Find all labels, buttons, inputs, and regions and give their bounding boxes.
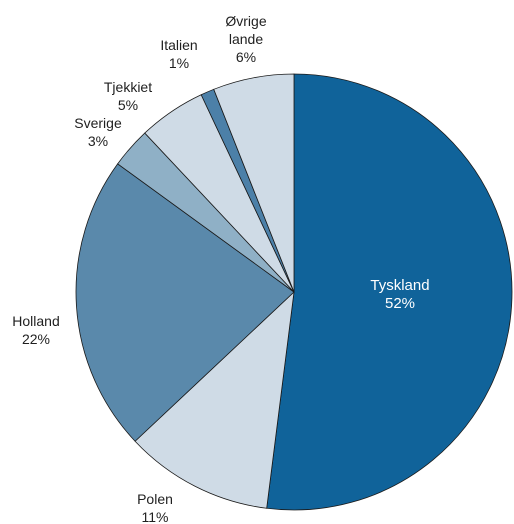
slice-polen	[134, 290, 295, 509]
label-tjekkiet: Tjekkiet 5%	[104, 79, 152, 113]
label-tyskland: Tyskland 52%	[370, 277, 429, 312]
label-polen: Polen 11%	[137, 491, 173, 524]
slice-ovrige-lande	[213, 73, 295, 293]
pie-labels: Tyskland 52% Polen 11% Holland 22% Sverige 3%Tj…	[12, 13, 429, 524]
slice-holland	[75, 163, 295, 442]
label-ovrige-lande: Øvrige lande 6%	[225, 13, 266, 65]
label-italien: Italien 1%	[160, 37, 197, 71]
label-holland: Holland 22%	[12, 313, 59, 347]
label-sverige: Sverige 3%	[74, 115, 122, 149]
slice-tyskland	[266, 73, 513, 511]
pie-slices	[75, 73, 513, 511]
